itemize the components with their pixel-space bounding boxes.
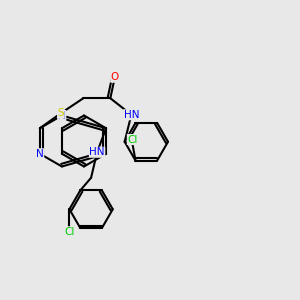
- Text: HN: HN: [124, 110, 139, 120]
- Text: O: O: [111, 72, 119, 82]
- Text: N: N: [36, 149, 44, 159]
- Text: S: S: [58, 108, 64, 118]
- Text: N: N: [58, 110, 66, 121]
- Text: HN: HN: [89, 147, 105, 157]
- Text: Cl: Cl: [64, 227, 75, 237]
- Text: Cl: Cl: [127, 134, 138, 145]
